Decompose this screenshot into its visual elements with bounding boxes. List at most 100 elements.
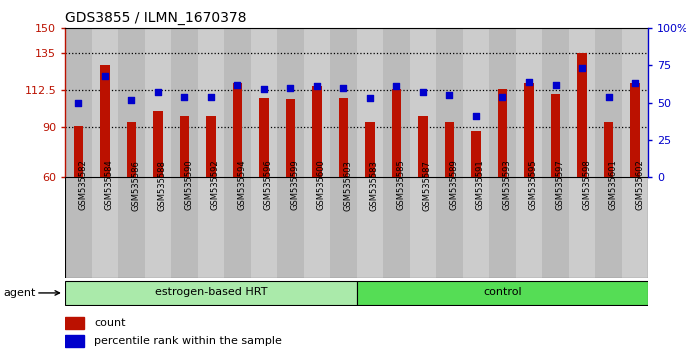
Point	[285, 85, 296, 91]
Text: GSM535594: GSM535594	[237, 160, 246, 210]
Bar	[410, 177, 436, 278]
Bar	[436, 177, 463, 278]
Text: GSM535603: GSM535603	[344, 160, 353, 211]
Text: GSM535583: GSM535583	[370, 160, 379, 211]
Text: GSM535592: GSM535592	[211, 160, 220, 210]
Bar	[463, 177, 489, 278]
Text: GDS3855 / ILMN_1670378: GDS3855 / ILMN_1670378	[65, 11, 247, 25]
Bar	[622, 28, 648, 177]
Bar	[489, 28, 516, 177]
Bar	[595, 28, 622, 177]
Point	[206, 94, 217, 99]
Bar	[100, 65, 110, 276]
Bar	[524, 83, 534, 276]
Bar	[498, 90, 507, 276]
Bar	[206, 116, 215, 276]
Text: estrogen-based HRT: estrogen-based HRT	[155, 287, 267, 297]
Bar	[578, 53, 587, 276]
Bar	[250, 28, 277, 177]
Bar	[65, 177, 92, 278]
Bar	[418, 116, 427, 276]
Bar	[65, 335, 84, 347]
Bar	[357, 177, 383, 278]
Bar	[330, 177, 357, 278]
Text: GSM535601: GSM535601	[608, 160, 617, 210]
Point	[338, 85, 349, 91]
Text: GSM535595: GSM535595	[529, 160, 538, 210]
Bar	[357, 28, 383, 177]
Bar	[551, 95, 560, 276]
Text: GSM535590: GSM535590	[185, 160, 193, 210]
Bar	[145, 177, 172, 278]
Bar	[233, 83, 242, 276]
Text: GSM535591: GSM535591	[476, 160, 485, 210]
Point	[603, 94, 614, 99]
Text: GSM535584: GSM535584	[105, 160, 114, 210]
Bar	[145, 28, 172, 177]
Bar	[277, 177, 304, 278]
Bar	[304, 177, 330, 278]
Bar	[153, 111, 163, 276]
Text: GSM535593: GSM535593	[502, 160, 512, 210]
Bar	[339, 98, 348, 276]
Bar	[65, 317, 84, 329]
Point	[126, 97, 137, 103]
Text: percentile rank within the sample: percentile rank within the sample	[94, 336, 282, 346]
Bar	[250, 177, 277, 278]
Bar	[516, 177, 542, 278]
Text: GSM535586: GSM535586	[132, 160, 141, 211]
Bar	[366, 122, 375, 276]
Bar	[172, 28, 198, 177]
Bar	[542, 177, 569, 278]
Bar	[622, 177, 648, 278]
Text: GSM535599: GSM535599	[290, 160, 300, 210]
Bar	[312, 86, 322, 276]
Bar	[410, 28, 436, 177]
Bar	[436, 28, 463, 177]
Bar	[118, 28, 145, 177]
Text: control: control	[483, 287, 522, 297]
Bar	[92, 177, 118, 278]
Text: GSM535602: GSM535602	[635, 160, 644, 210]
Text: GSM535585: GSM535585	[397, 160, 405, 210]
Bar	[630, 83, 639, 276]
Bar	[259, 98, 269, 276]
Bar	[595, 177, 622, 278]
Text: GSM535582: GSM535582	[78, 160, 87, 210]
Point	[630, 80, 641, 86]
Point	[444, 92, 455, 98]
Bar	[604, 122, 613, 276]
Point	[311, 84, 322, 89]
Point	[391, 84, 402, 89]
Bar	[489, 177, 516, 278]
Point	[99, 73, 110, 79]
Bar	[383, 177, 410, 278]
Point	[471, 113, 482, 119]
Bar	[224, 28, 250, 177]
Bar	[198, 177, 224, 278]
Text: agent: agent	[3, 288, 36, 298]
Bar	[569, 177, 595, 278]
Text: GSM535589: GSM535589	[449, 160, 458, 210]
Bar	[471, 131, 481, 276]
Point	[152, 90, 163, 95]
Point	[523, 79, 534, 85]
Bar	[180, 116, 189, 276]
Point	[364, 95, 375, 101]
Point	[418, 90, 429, 95]
Text: GSM535588: GSM535588	[158, 160, 167, 211]
Bar	[172, 177, 198, 278]
Point	[576, 65, 587, 71]
Text: count: count	[94, 318, 126, 328]
Bar	[118, 177, 145, 278]
Bar	[65, 28, 92, 177]
Text: GSM535587: GSM535587	[423, 160, 432, 211]
FancyBboxPatch shape	[65, 281, 357, 305]
Bar	[277, 28, 304, 177]
Bar	[330, 28, 357, 177]
Bar	[304, 28, 330, 177]
Point	[550, 82, 561, 88]
Point	[179, 94, 190, 99]
Bar	[198, 28, 224, 177]
Text: GSM535600: GSM535600	[317, 160, 326, 210]
